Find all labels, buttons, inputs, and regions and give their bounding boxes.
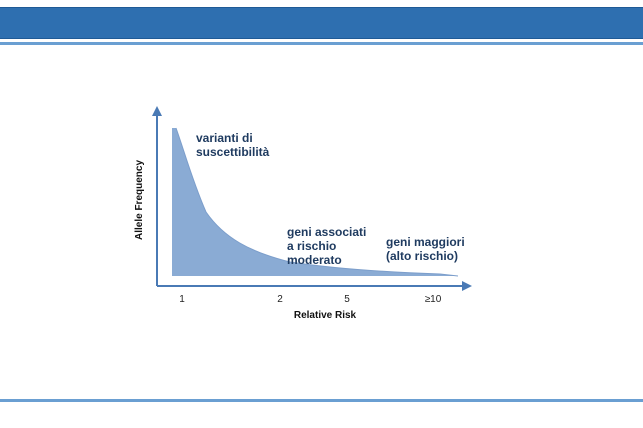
x-tick-label: 2 [277, 294, 283, 305]
x-tick-label: ≥10 [425, 294, 442, 305]
annotation-moderate-risk-line2: a rischio [287, 239, 336, 253]
annotation-low-risk-line2: suscettibilità [196, 145, 270, 159]
x-axis-arrow-icon [462, 281, 472, 291]
annotation-high-risk-line1: geni maggiori [386, 235, 465, 249]
x-tick-label: 5 [344, 294, 350, 305]
header-bar [0, 7, 643, 39]
header-rule [0, 42, 643, 45]
x-axis-title: Relative Risk [294, 310, 357, 321]
annotation-moderate-risk-line3: moderato [287, 253, 342, 267]
y-axis-title: Allele Frequency [134, 160, 145, 240]
x-tick-label: 1 [179, 294, 185, 305]
frequency-curve-edge [175, 127, 459, 277]
annotation-low-risk-line1: varianti di [196, 131, 253, 145]
annotation-moderate-risk-line1: geni associati [287, 225, 366, 239]
footer-rule [0, 399, 643, 402]
annotation-high-risk-line2: (alto rischio) [386, 249, 458, 263]
y-axis-arrow-icon [152, 106, 162, 116]
frequency-curve-area [172, 128, 458, 276]
